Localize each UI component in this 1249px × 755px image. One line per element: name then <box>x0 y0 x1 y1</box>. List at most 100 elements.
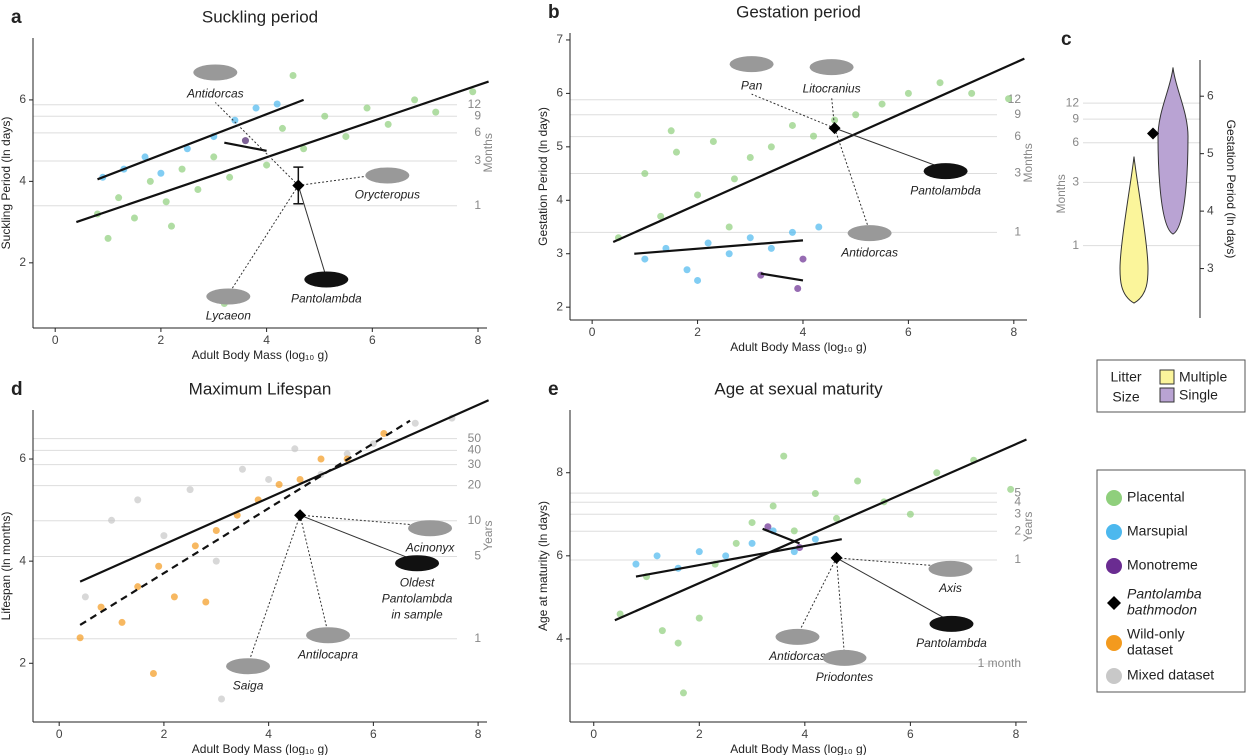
data-point <box>704 239 712 247</box>
secondary-axis-title: Months <box>481 133 495 172</box>
y-tick-label: 6 <box>19 451 26 465</box>
secondary-axis-title: Years <box>1021 512 1035 542</box>
secondary-tick-label: 3 <box>1014 166 1021 180</box>
data-point <box>411 96 419 104</box>
data-point <box>231 116 239 124</box>
legend-label: Mixed dataset <box>1127 667 1214 683</box>
annotation-label: Acinonyx <box>405 540 456 554</box>
y-axis-title: Suckling Period (ln days) <box>0 117 13 250</box>
data-point <box>748 519 756 527</box>
data-point <box>667 127 675 135</box>
regression-line <box>762 527 800 545</box>
legend-label: Single <box>1179 387 1218 403</box>
data-point <box>730 175 738 183</box>
data-point <box>933 469 941 477</box>
x-tick-label: 0 <box>56 727 63 741</box>
data-point <box>238 465 246 473</box>
annotation-label: Pantolambda <box>910 183 981 197</box>
x-tick-label: 4 <box>801 727 808 741</box>
y-tick-label: 7 <box>556 32 563 46</box>
annotation-label: Priodontes <box>816 670 873 684</box>
data-point <box>191 542 199 550</box>
data-point <box>167 222 175 230</box>
annotation-label: Antidorcas <box>768 649 826 663</box>
legend-swatch <box>1159 387 1175 403</box>
data-point <box>904 89 912 97</box>
secondary-axis-title: Years <box>481 520 495 550</box>
data-point <box>799 255 807 263</box>
regression-line <box>634 239 804 255</box>
annotation-leader <box>299 515 329 634</box>
data-point <box>97 603 105 611</box>
annotation-label: Antidorcas <box>840 245 898 259</box>
x-tick-label: 2 <box>696 727 703 741</box>
data-point <box>241 137 249 145</box>
data-point <box>679 689 687 697</box>
data-point <box>278 124 286 132</box>
data-point <box>657 212 665 220</box>
legend-label: bathmodon <box>1127 602 1197 618</box>
data-point <box>811 535 819 543</box>
x-tick-label: 6 <box>370 727 377 741</box>
data-point <box>149 669 157 677</box>
data-point <box>788 228 796 236</box>
secondary-tick-label: 20 <box>468 478 482 492</box>
data-point <box>852 111 860 119</box>
secondary-tick-label: 1 <box>1072 238 1079 252</box>
secondary-axis-title: Months <box>1021 143 1035 182</box>
data-point <box>411 419 419 427</box>
y-tick-label: 4 <box>556 192 563 206</box>
annotation-label: Pantolambda <box>916 636 987 650</box>
y-tick-label: 4 <box>1207 203 1214 217</box>
y-tick-label: 6 <box>19 92 26 106</box>
data-point <box>108 516 116 524</box>
data-point <box>854 477 862 485</box>
y-tick-label: 4 <box>556 631 563 645</box>
legend-marker <box>1107 596 1121 610</box>
legend-swatch <box>1159 369 1175 385</box>
y-axis-title: Lifespan (ln months) <box>0 512 13 621</box>
data-point <box>118 618 126 626</box>
secondary-tick-label: 6 <box>1072 135 1079 149</box>
legend-label: Multiple <box>1179 369 1227 385</box>
secondary-tick-label: 50 <box>468 431 482 445</box>
annotation-label: in sample <box>391 607 443 621</box>
regression-line <box>614 438 1027 622</box>
y-tick-label: 6 <box>556 548 563 562</box>
data-point <box>321 112 329 120</box>
data-point <box>794 284 802 292</box>
data-point <box>342 133 350 141</box>
data-point <box>432 108 440 116</box>
animal-silhouette <box>847 225 892 242</box>
x-tick-label: 4 <box>263 333 270 347</box>
data-point <box>141 153 149 161</box>
y-tick-label: 5 <box>1207 146 1214 160</box>
secondary-tick-label: 1 month <box>978 656 1021 670</box>
data-point <box>725 250 733 258</box>
data-point <box>343 450 351 458</box>
data-point <box>317 455 325 463</box>
secondary-tick-label: 12 <box>1066 95 1080 109</box>
panel-label: a <box>11 7 22 28</box>
panel-label: d <box>11 379 23 400</box>
y-tick-label: 4 <box>19 174 26 188</box>
legend-marker <box>1106 558 1122 574</box>
data-point <box>764 523 772 531</box>
data-point <box>76 634 84 642</box>
x-tick-label: 6 <box>369 333 376 347</box>
y-tick-label: 2 <box>19 655 26 669</box>
regression-line <box>760 272 804 282</box>
data-point <box>289 71 297 79</box>
data-point <box>674 639 682 647</box>
secondary-tick-label: 1 <box>1014 552 1021 566</box>
secondary-tick-label: 2 <box>1014 523 1021 537</box>
regression-line <box>79 419 411 626</box>
annotation-leader <box>299 514 418 562</box>
data-point <box>296 475 304 483</box>
annotation-label: Orycteropus <box>355 188 420 202</box>
animal-silhouette <box>809 59 854 76</box>
data-point <box>632 560 640 568</box>
data-point <box>178 165 186 173</box>
annotation-leader <box>247 515 301 665</box>
data-point <box>212 557 220 565</box>
